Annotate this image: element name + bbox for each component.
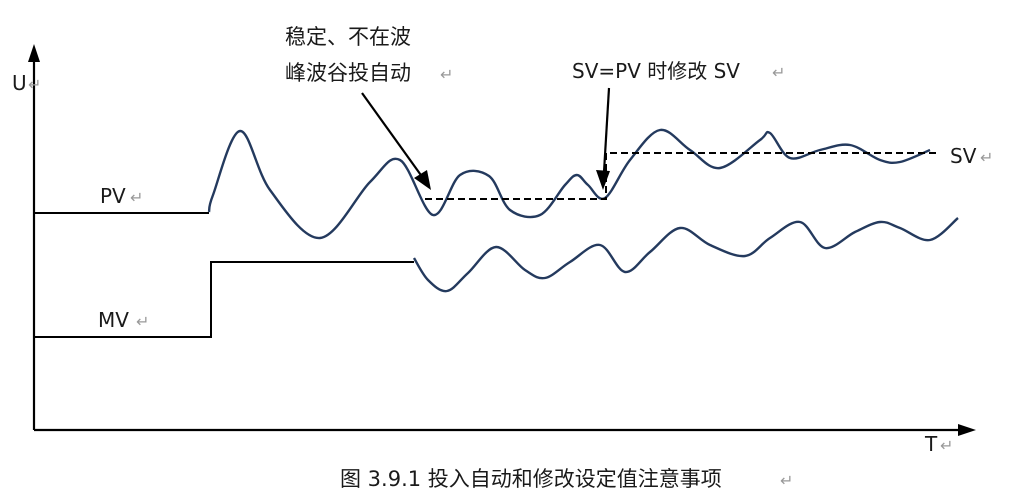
- x-axis-arrowhead: [958, 424, 976, 436]
- sv-label-return-mark: ↵: [980, 148, 993, 167]
- y-axis-arrowhead: [28, 44, 40, 62]
- auto-annotation-line2: 峰波谷投自动: [285, 61, 411, 85]
- mv-curve: [412, 217, 959, 293]
- figure-caption: 图 3.9.1 投入自动和修改设定值注意事项: [340, 467, 722, 491]
- pv-label: PV: [100, 184, 126, 208]
- auto-annotation-arrowhead: [414, 170, 431, 190]
- y-axis-label: U: [12, 71, 27, 95]
- sv-annotation: SV=PV 时修改 SV: [572, 59, 740, 83]
- y-axis-label-return-mark: ↵: [28, 75, 41, 94]
- auto-annotation-line1: 稳定、不在波: [285, 25, 411, 49]
- mv-label: MV: [98, 308, 129, 332]
- auto-annotation-return-mark: ↵: [440, 65, 453, 84]
- sv-label: SV: [950, 144, 977, 168]
- pv-curve: [207, 128, 931, 240]
- figure-caption-return-mark: ↵: [780, 471, 793, 490]
- mv-step-line: [34, 261, 414, 338]
- x-axis-label-return-mark: ↵: [940, 436, 953, 455]
- mv-label-return-mark: ↵: [136, 312, 149, 331]
- sv-annotation-return-mark: ↵: [772, 63, 785, 82]
- x-axis-label: T: [924, 432, 938, 456]
- sv-setpoint-line: [425, 152, 940, 200]
- sv-annotation-arrowhead: [596, 170, 610, 190]
- sv-annotation-arrow-shaft: [602, 87, 611, 173]
- auto-annotation-arrow-shaft: [361, 92, 424, 179]
- pv-label-return-mark: ↵: [130, 188, 143, 207]
